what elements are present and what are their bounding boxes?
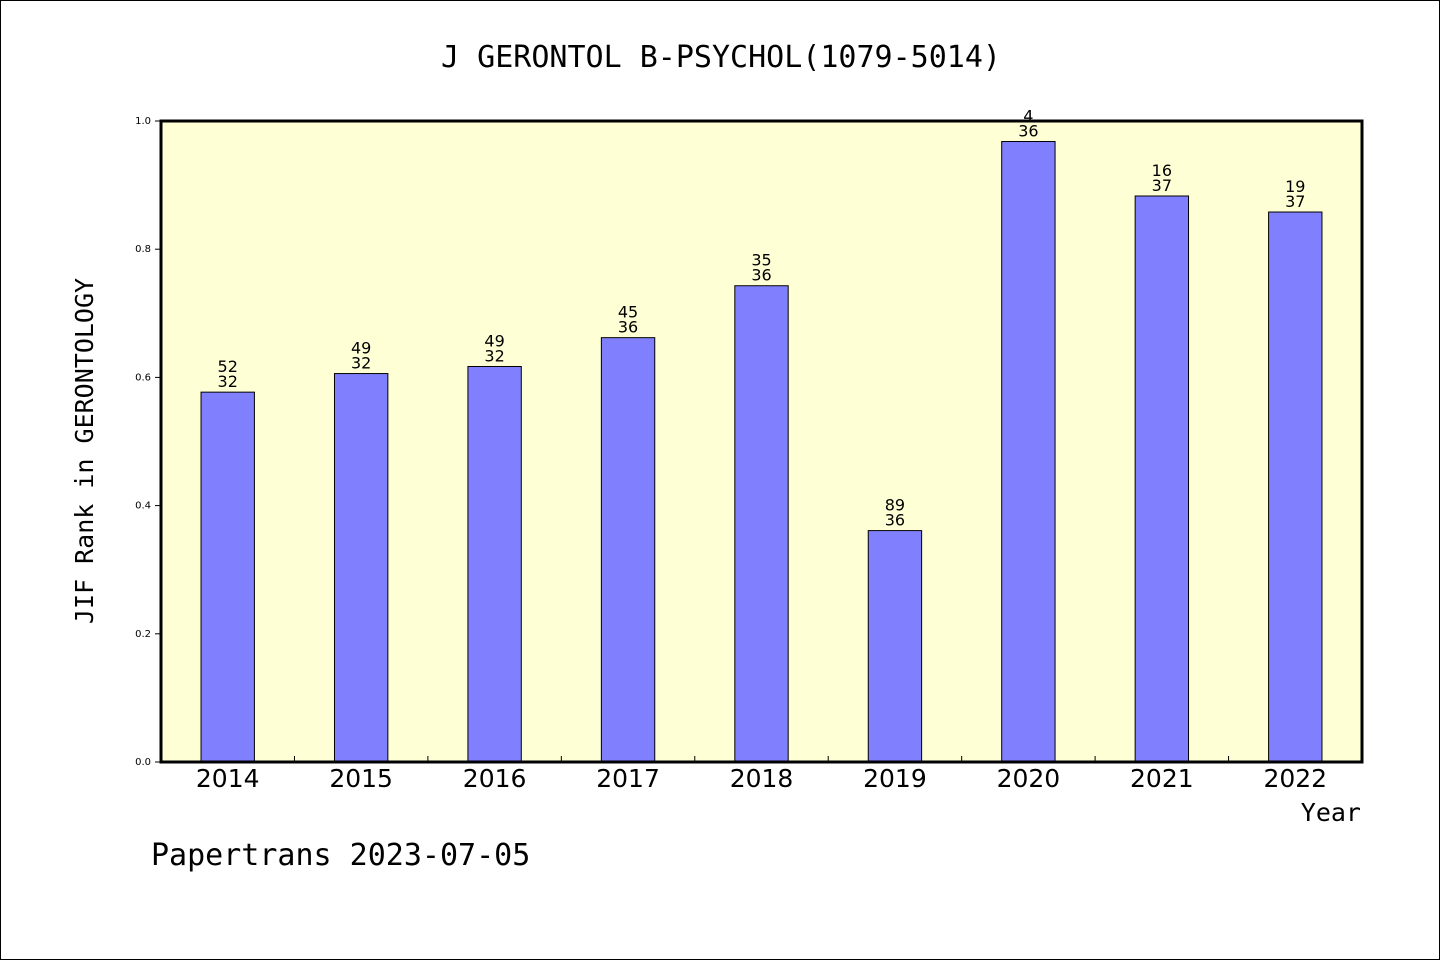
y-tick-label: 0.8 xyxy=(135,244,151,255)
y-tick-label: 0.0 xyxy=(135,757,151,768)
x-tick-label: 2017 xyxy=(596,764,660,793)
bar-label-rank: 89 xyxy=(885,496,905,515)
y-tick-label: 0.2 xyxy=(135,629,151,640)
bar-2022 xyxy=(1268,211,1323,763)
bar-2016 xyxy=(467,366,522,763)
x-tick-label: 2016 xyxy=(463,764,527,793)
plot-border xyxy=(159,119,1364,764)
chart-title: J GERONTOL B-PSYCHOL(1079-5014) xyxy=(441,40,1001,75)
bar-label-total: 32 xyxy=(351,354,371,373)
x-axis: 2014 2015 2016 2017 2018 2019 2020 2021 2022 xyxy=(196,756,1327,793)
x-tick-label: 2014 xyxy=(196,764,260,793)
x-tick-label: 2018 xyxy=(730,764,794,793)
bar-label-total: 32 xyxy=(484,347,504,366)
bar-label-total: 36 xyxy=(885,511,905,530)
x-axis-title: Year xyxy=(1301,798,1361,827)
bar-label-rank: 49 xyxy=(351,339,371,358)
x-tick-label: 2019 xyxy=(863,764,927,793)
bar-label-total: 37 xyxy=(1152,176,1172,195)
bar-label-total: 36 xyxy=(618,318,638,337)
y-tick-label: 1.0 xyxy=(135,116,151,127)
bar-label-rank: 4 xyxy=(1023,107,1033,126)
bar-2017 xyxy=(600,337,656,763)
x-tick-label: 2020 xyxy=(997,764,1061,793)
bar-label-total: 36 xyxy=(1018,122,1038,141)
bar-label-rank: 16 xyxy=(1152,161,1172,180)
bar-label-total: 37 xyxy=(1285,192,1305,211)
x-tick-label: 2021 xyxy=(1130,764,1194,793)
bar-label-rank: 35 xyxy=(751,251,771,270)
x-tick-label: 2015 xyxy=(329,764,393,793)
bar-label-rank: 19 xyxy=(1285,177,1305,196)
bar-label-rank: 45 xyxy=(618,303,638,322)
y-axis-title: JIF Rank in GERONTOLOGY xyxy=(70,278,99,624)
bar-label-total: 36 xyxy=(751,266,771,285)
bar-2014 xyxy=(200,391,255,763)
bar-2021 xyxy=(1134,195,1190,763)
bar-label-rank: 52 xyxy=(218,357,238,376)
bar-2020 xyxy=(1001,141,1056,763)
x-tick-label: 2022 xyxy=(1263,764,1327,793)
bar-2018 xyxy=(734,285,789,763)
y-tick-label: 0.6 xyxy=(135,372,151,383)
footer-credit: Papertrans 2023-07-05 xyxy=(151,838,530,873)
y-tick-label: 0.4 xyxy=(135,501,151,512)
bar-label-total: 32 xyxy=(218,372,238,391)
y-axis: 0.0 0.2 0.4 0.6 0.8 1.0 xyxy=(135,116,161,768)
bar-2015 xyxy=(333,373,389,763)
bar-label-rank: 49 xyxy=(484,332,504,351)
bar-2019 xyxy=(867,530,923,763)
